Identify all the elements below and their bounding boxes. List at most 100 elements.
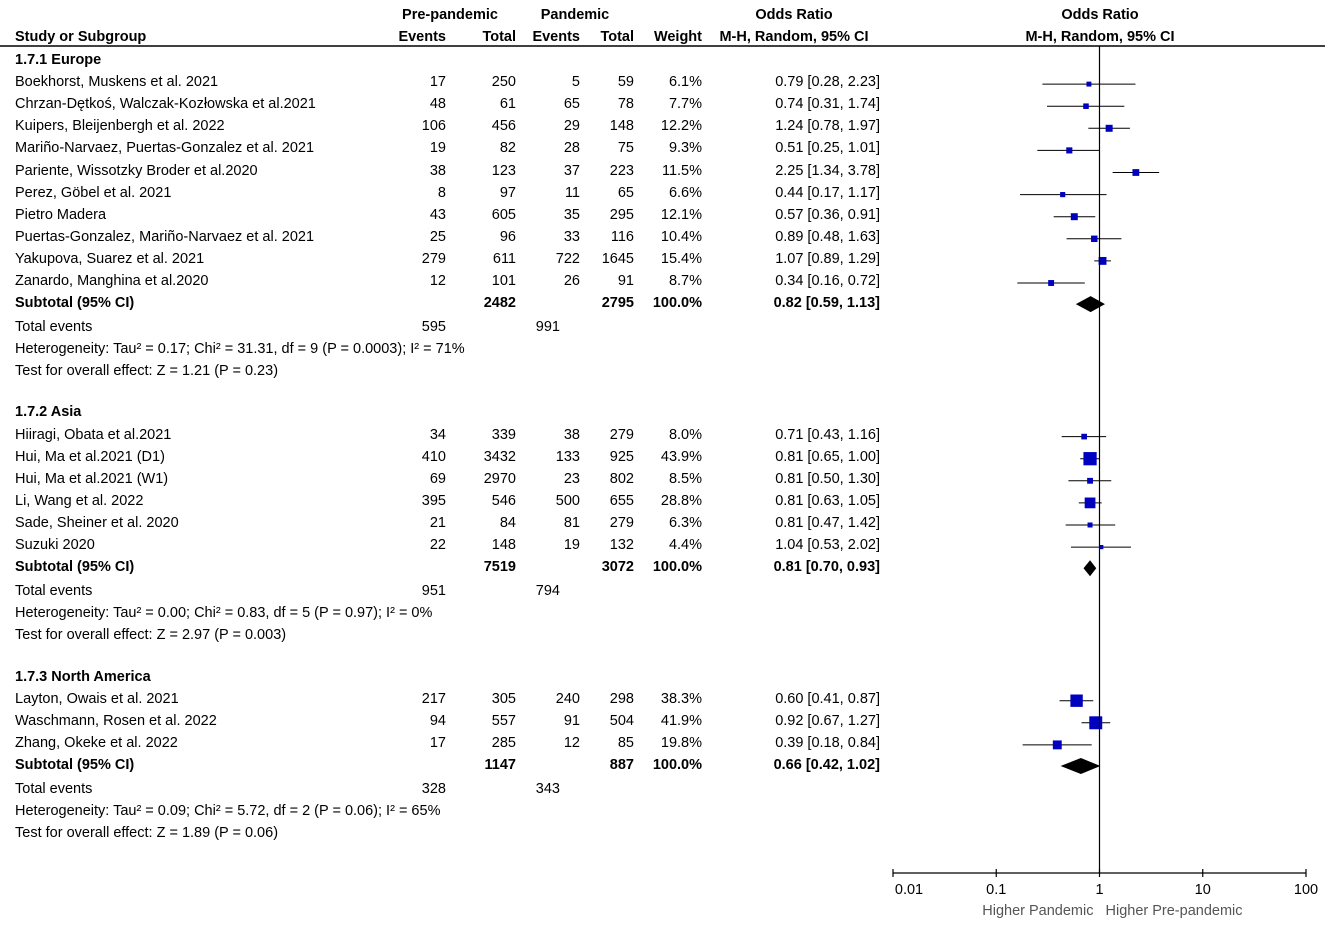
- study-square: [1099, 544, 1104, 550]
- events-pandemic: 5: [571, 74, 580, 91]
- study-weight: 4.4%: [668, 537, 702, 554]
- x-label-left: Higher Pandemic: [982, 903, 1093, 919]
- events-pandemic: 23: [563, 470, 580, 487]
- study-odds-ratio: 0.92 [0.67, 1.27]: [775, 712, 880, 729]
- study-square: [1089, 716, 1103, 730]
- events-prepandemic: 21: [429, 514, 446, 531]
- study-square: [1060, 192, 1066, 198]
- subtotal-label: Subtotal (95% CI): [15, 295, 135, 312]
- total-prepandemic: 611: [492, 250, 516, 267]
- total-prepandemic: 96: [499, 228, 516, 245]
- study-odds-ratio: 0.81 [0.65, 1.00]: [775, 448, 880, 465]
- x-axis-tick-label: 0.01: [895, 882, 923, 898]
- subtotal-total-pandemic: 887: [609, 756, 634, 773]
- total-prepandemic: 97: [499, 184, 516, 201]
- events-prepandemic: 217: [421, 690, 446, 707]
- header-events-2: Events: [532, 29, 580, 45]
- total-pandemic: 59: [617, 74, 634, 91]
- events-prepandemic: 69: [429, 470, 446, 487]
- study-weight: 12.1%: [660, 206, 702, 223]
- overall-effect: Test for overall effect: Z = 1.21 (P = 0…: [15, 363, 279, 380]
- study-name: Suzuki 2020: [15, 537, 95, 554]
- study-name: Layton, Owais et al. 2021: [15, 690, 179, 707]
- study-odds-ratio: 0.81 [0.50, 1.30]: [775, 470, 880, 487]
- total-events-prepandemic: 328: [421, 781, 446, 798]
- total-events-pandemic: 991: [535, 319, 560, 336]
- study-odds-ratio: 0.89 [0.48, 1.63]: [775, 228, 880, 245]
- subtotal-label: Subtotal (95% CI): [15, 756, 135, 773]
- events-pandemic: 81: [563, 514, 580, 531]
- header-or-method: M-H, Random, 95% CI: [719, 29, 869, 45]
- total-pandemic: 279: [609, 514, 634, 531]
- x-axis-tick-label: 1: [1095, 882, 1103, 898]
- events-pandemic: 35: [563, 206, 580, 223]
- study-odds-ratio: 1.24 [0.78, 1.97]: [775, 118, 880, 135]
- study-square: [1091, 235, 1098, 243]
- events-prepandemic: 17: [429, 74, 446, 91]
- study-square: [1098, 256, 1107, 265]
- header-total-1: Total: [482, 29, 516, 45]
- study-odds-ratio: 0.39 [0.18, 0.84]: [775, 734, 880, 751]
- events-prepandemic: 106: [421, 118, 446, 135]
- header-plot-title: Odds Ratio: [1061, 7, 1139, 23]
- total-pandemic: 116: [610, 228, 634, 245]
- total-events-label: Total events: [15, 319, 93, 336]
- total-prepandemic: 148: [491, 537, 516, 554]
- study-odds-ratio: 0.71 [0.43, 1.16]: [775, 426, 880, 443]
- events-prepandemic: 34: [429, 426, 446, 443]
- subtotal-total-prepandemic: 2482: [483, 295, 516, 312]
- total-prepandemic: 285: [491, 734, 516, 751]
- heterogeneity: Heterogeneity: Tau² = 0.00; Chi² = 0.83,…: [15, 605, 433, 622]
- study-square: [1083, 452, 1097, 466]
- subtotal-odds-ratio: 0.82 [0.59, 1.13]: [773, 295, 880, 312]
- study-weight: 28.8%: [660, 492, 702, 509]
- total-prepandemic: 123: [491, 162, 516, 179]
- study-name: Pariente, Wissotzky Broder et al.2020: [15, 162, 258, 179]
- events-pandemic: 12: [563, 734, 580, 751]
- events-pandemic: 240: [555, 690, 580, 707]
- subtotal-label: Subtotal (95% CI): [15, 559, 135, 576]
- study-weight: 41.9%: [660, 712, 702, 729]
- events-pandemic: 500: [555, 492, 580, 509]
- total-pandemic: 925: [609, 448, 634, 465]
- study-square: [1052, 740, 1062, 750]
- study-weight: 6.6%: [668, 184, 702, 201]
- study-name: Boekhorst, Muskens et al. 2021: [15, 74, 219, 91]
- header-or-title: Odds Ratio: [755, 7, 833, 23]
- total-prepandemic: 3432: [483, 448, 516, 465]
- total-prepandemic: 305: [491, 690, 516, 707]
- total-pandemic: 85: [617, 734, 634, 751]
- total-prepandemic: 456: [491, 118, 516, 135]
- study-square: [1105, 124, 1113, 132]
- x-axis-tick-label: 0.1: [986, 882, 1006, 898]
- study-square: [1083, 103, 1089, 109]
- study-name: Pietro Madera: [15, 206, 107, 223]
- study-name: Puertas-Gonzalez, Mariño-Narvaez et al. …: [15, 228, 315, 245]
- study-odds-ratio: 1.04 [0.53, 2.02]: [775, 537, 880, 554]
- total-prepandemic: 84: [499, 514, 516, 531]
- study-name: Zhang, Okeke et al. 2022: [15, 734, 178, 751]
- study-weight: 7.7%: [668, 96, 702, 113]
- study-name: Yakupova, Suarez et al. 2021: [15, 250, 205, 267]
- events-prepandemic: 17: [429, 734, 446, 751]
- header-group2: Pandemic: [540, 7, 610, 23]
- events-pandemic: 29: [563, 118, 580, 135]
- total-pandemic: 65: [617, 184, 634, 201]
- events-pandemic: 722: [555, 250, 580, 267]
- x-label-right: Higher Pre-pandemic: [1106, 903, 1243, 919]
- total-events-pandemic: 794: [535, 583, 560, 600]
- study-name: Li, Wang et al. 2022: [15, 492, 144, 509]
- header-total-2: Total: [600, 29, 634, 45]
- study-square: [1087, 477, 1093, 484]
- events-pandemic: 19: [563, 537, 580, 554]
- study-odds-ratio: 0.81 [0.63, 1.05]: [775, 492, 880, 509]
- study-odds-ratio: 0.81 [0.47, 1.42]: [775, 514, 880, 531]
- events-prepandemic: 279: [421, 250, 446, 267]
- total-prepandemic: 250: [491, 74, 516, 91]
- events-pandemic: 133: [555, 448, 580, 465]
- study-weight: 6.3%: [668, 514, 702, 531]
- total-prepandemic: 339: [491, 426, 516, 443]
- study-weight: 38.3%: [660, 690, 702, 707]
- study-square: [1070, 213, 1078, 221]
